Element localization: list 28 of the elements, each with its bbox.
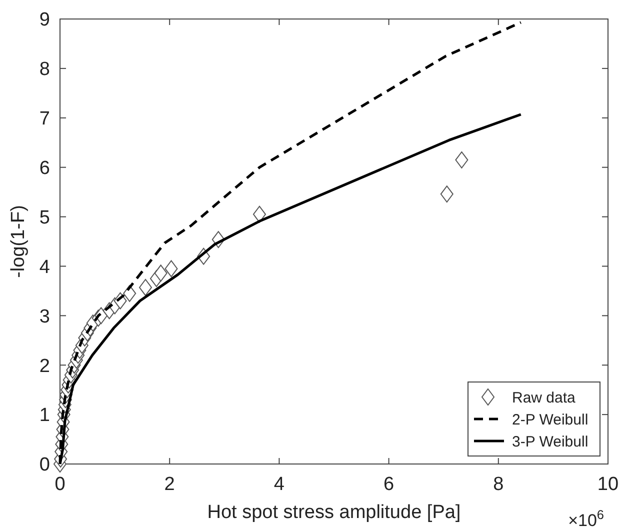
x-tick-label: 4 <box>274 474 285 495</box>
x-tick-label: 6 <box>384 474 394 495</box>
y-tick-label: 9 <box>39 10 50 31</box>
legend-label: Raw data <box>512 389 576 406</box>
y-tick-label: 2 <box>39 356 50 377</box>
y-tick-label: 7 <box>39 108 50 130</box>
x-tick-label: 2 <box>164 474 175 495</box>
y-tick-label: 8 <box>39 59 50 80</box>
legend-label: 2-P Weibull <box>512 411 588 428</box>
y-tick-label: 1 <box>39 405 50 426</box>
text: ×10$^{6}$ <box>568 506 604 530</box>
y-tick-label: 0 <box>39 454 50 476</box>
point <box>138 278 152 296</box>
y-tick-label: 6 <box>39 158 50 179</box>
y-tick-label: 3 <box>39 306 50 328</box>
point <box>164 260 178 278</box>
y-tick-label: 4 <box>39 256 50 278</box>
point <box>455 151 468 168</box>
x-tick-label: 0 <box>54 474 66 495</box>
point <box>154 264 168 282</box>
legend-label: 3-P Weibull <box>512 433 588 450</box>
point <box>252 206 266 223</box>
x-tick-label: 10 <box>597 474 619 495</box>
y-axis-title: -log(1-F) <box>8 205 29 278</box>
point <box>440 186 454 203</box>
x-axis-title: Hot spot stress amplitude [Pa] <box>207 502 461 523</box>
x-tick-label: 8 <box>493 474 504 495</box>
y-tick-label: 5 <box>39 207 50 228</box>
